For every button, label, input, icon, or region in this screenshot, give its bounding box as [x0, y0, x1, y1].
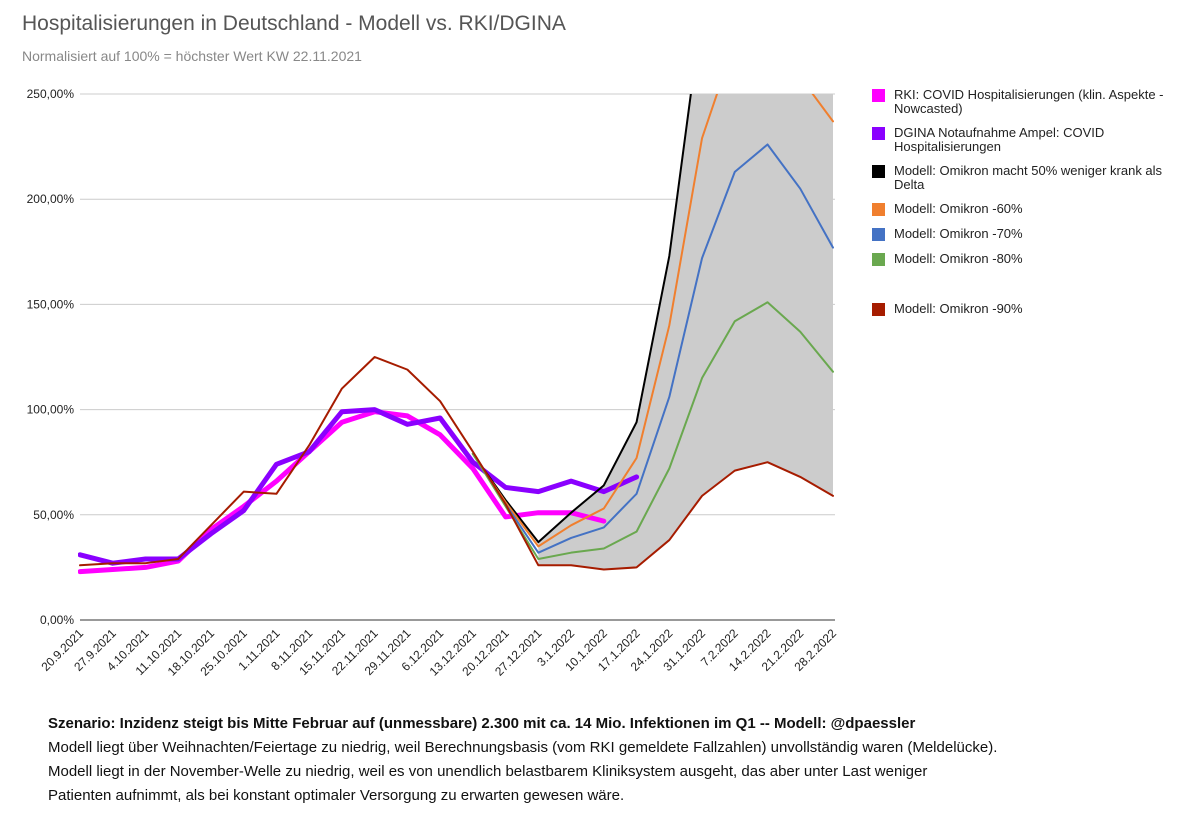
y-tick-label: 200,00% — [27, 192, 75, 206]
legend-item: Modell: Omikron -70% — [872, 227, 1194, 241]
legend-item: Modell: Omikron macht 50% weniger krank … — [872, 164, 1194, 192]
legend-label: Modell: Omikron macht 50% weniger krank … — [894, 163, 1163, 192]
series-line — [471, 94, 834, 548]
legend-label: Modell: Omikron -70% — [894, 226, 1023, 241]
legend-label: Modell: Omikron -80% — [894, 251, 1023, 266]
y-tick-label: 0,00% — [40, 613, 74, 627]
legend-swatch — [872, 253, 885, 266]
chart-title: Hospitalisierungen in Deutschland - Mode… — [22, 12, 566, 35]
y-tick-label: 100,00% — [27, 403, 75, 417]
legend-swatch — [872, 203, 885, 216]
y-tick-label: 250,00% — [27, 87, 75, 101]
footer-line: Modell liegt in der November-Welle zu ni… — [48, 763, 928, 780]
legend-swatch — [872, 89, 885, 102]
chart-subtitle: Normalisiert auf 100% = höchster Wert KW… — [22, 48, 362, 64]
series-line — [79, 356, 834, 571]
legend-item: Modell: Omikron -60% — [872, 202, 1194, 216]
series-line — [471, 301, 834, 560]
footer-line: Modell liegt über Weihnachten/Feiertage … — [48, 739, 998, 756]
footer: Szenario: Inzidenz steigt bis Mitte Febr… — [48, 712, 997, 808]
legend-item: Modell: Omikron -80% — [872, 252, 1194, 266]
y-tick-label: 50,00% — [33, 508, 74, 522]
legend-swatch — [872, 303, 885, 316]
series-line — [471, 143, 834, 554]
legend-label: RKI: COVID Hospitalisierungen (klin. Asp… — [894, 87, 1164, 116]
legend-label: DGINA Notaufnahme Ampel: COVID Hospitali… — [894, 125, 1105, 154]
series-line — [471, 94, 692, 544]
legend-swatch — [872, 165, 885, 178]
plot-area — [78, 94, 834, 575]
y-tick-label: 150,00% — [27, 297, 75, 311]
legend-item: RKI: COVID Hospitalisierungen (klin. Asp… — [872, 88, 1194, 116]
legend-item: DGINA Notaufnahme Ampel: COVID Hospitali… — [872, 126, 1194, 154]
chart: Hospitalisierungen in Deutschland - Mode… — [22, 12, 839, 679]
legend-label: Modell: Omikron -60% — [894, 201, 1023, 216]
legend-item: Modell: Omikron -90% — [872, 302, 1194, 316]
legend-swatch — [872, 127, 885, 140]
footer-bold: Szenario: Inzidenz steigt bis Mitte Febr… — [48, 715, 916, 732]
legend-swatch — [872, 228, 885, 241]
footer-line: Patienten aufnimmt, als bei konstant opt… — [48, 787, 625, 804]
legend-label: Modell: Omikron -90% — [894, 301, 1023, 316]
